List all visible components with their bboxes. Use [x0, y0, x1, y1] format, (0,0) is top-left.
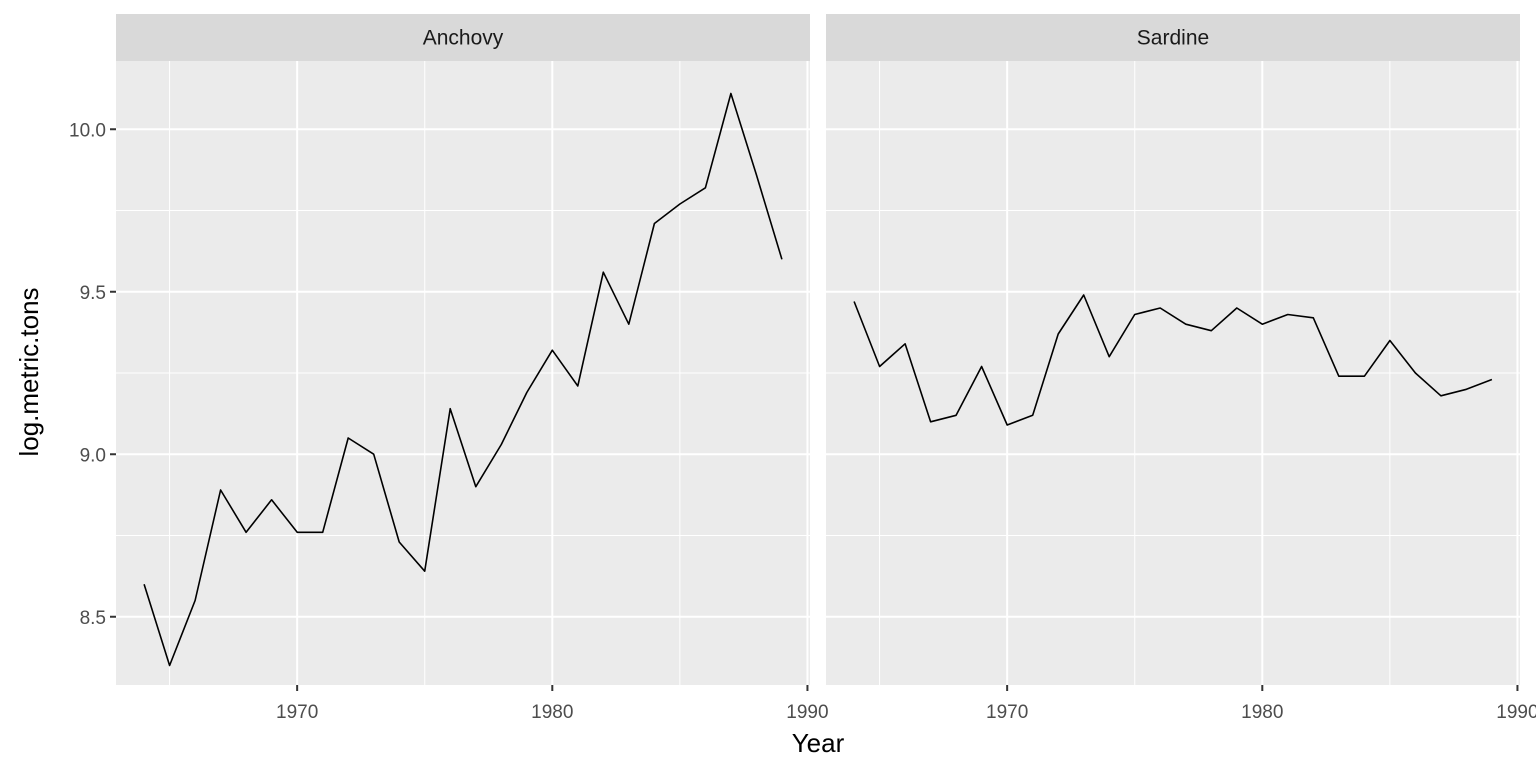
x-axis-title: Year — [792, 728, 845, 758]
y-axis: 8.5 9.0 9.5 10.0 — [69, 120, 116, 629]
facet-sardine: Sardine 1970 1980 1990 — [826, 14, 1536, 723]
facet-strip — [116, 14, 810, 61]
facets-layer: Anchovy 1970 1980 1990 Sardine 1970 1980 1990 — [116, 14, 1536, 723]
x-tick-label: 1990 — [1496, 702, 1536, 723]
facet-strip-label: Anchovy — [423, 27, 504, 50]
x-tick-label: 1980 — [531, 702, 573, 723]
series-line-sardine — [853, 294, 1493, 426]
y-tick-label: 9.0 — [80, 445, 106, 466]
y-tick-label: 9.5 — [80, 283, 106, 304]
y-axis-title: log.metric.tons — [14, 287, 44, 456]
x-tick-label: 1970 — [986, 702, 1028, 723]
y-tick-label: 8.5 — [80, 608, 106, 629]
facet-strip — [826, 14, 1520, 61]
x-tick-label: 1970 — [276, 702, 318, 723]
y-tick-label: 10.0 — [69, 120, 106, 141]
series-line-anchovy — [143, 92, 783, 667]
x-tick-label: 1990 — [786, 702, 828, 723]
facet-strip-label: Sardine — [1137, 27, 1209, 50]
x-tick-label: 1980 — [1241, 702, 1283, 723]
facet-anchovy: Anchovy 1970 1980 1990 — [116, 14, 829, 723]
